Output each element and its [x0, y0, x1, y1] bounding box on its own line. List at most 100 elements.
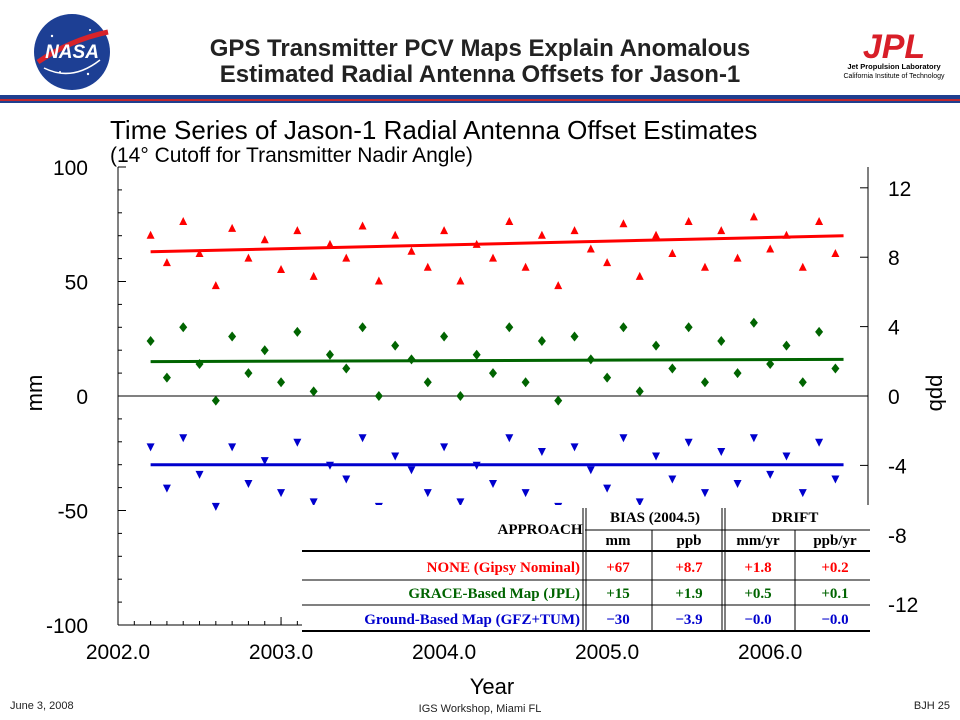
y-tick-label-right: 8	[888, 247, 900, 270]
data-point	[668, 249, 677, 258]
table-cell: +67	[606, 560, 630, 576]
y-tick-label-right: 0	[888, 386, 900, 409]
data-point	[505, 434, 514, 443]
data-point	[391, 340, 400, 351]
data-point	[244, 368, 253, 379]
data-point	[619, 219, 628, 228]
data-point	[277, 377, 286, 388]
y-tick-label-left: 0	[76, 386, 88, 409]
data-point	[815, 216, 824, 225]
slide-title: GPS Transmitter PCV Maps Explain Anomalo…	[150, 36, 810, 88]
data-point	[211, 281, 220, 290]
data-point	[505, 216, 514, 225]
data-point	[358, 221, 367, 230]
table-header-drift: DRIFT	[772, 510, 819, 526]
data-point	[521, 489, 530, 498]
table-cell: +1.8	[744, 560, 771, 576]
trend-line	[150, 234, 844, 254]
data-point	[537, 230, 546, 239]
data-point	[228, 331, 237, 342]
data-point	[537, 447, 546, 456]
y-tick-label-left: -50	[58, 501, 88, 524]
data-point	[260, 457, 269, 466]
data-point	[293, 226, 302, 235]
data-point	[798, 489, 807, 498]
data-point	[717, 226, 726, 235]
table-header-approach: APPROACH	[498, 522, 583, 538]
data-point	[554, 281, 563, 290]
data-point	[391, 452, 400, 461]
data-point	[244, 480, 253, 489]
data-point	[700, 377, 709, 388]
data-point	[554, 395, 563, 406]
y-axis-label-right: ppb	[925, 375, 950, 412]
x-tick-label: 2002.0	[86, 641, 150, 664]
data-point	[684, 322, 693, 333]
data-point	[782, 230, 791, 239]
data-point	[391, 230, 400, 239]
data-point	[831, 363, 840, 374]
data-point	[700, 489, 709, 498]
data-point	[635, 271, 644, 280]
y-tick-label-left: 100	[53, 157, 88, 180]
table-subheader-ppb-yr: ppb/yr	[813, 533, 857, 549]
plot-axes: 2002.0 2003.0 2004.0 2005.0 2006.0 100 50 0 -50 -…	[46, 157, 918, 664]
jpl-logo-sub1: Jet Propulsion Laboratory	[847, 62, 941, 71]
data-point	[146, 443, 155, 452]
data-point	[293, 326, 302, 337]
y-tick-label-right: -8	[888, 525, 907, 548]
data-point	[668, 363, 677, 374]
data-point	[570, 331, 579, 342]
legend-table: APPROACH BIAS (2004.5) DRIFT mm ppb mm/y…	[302, 505, 870, 632]
data-point	[652, 452, 661, 461]
data-point	[325, 239, 334, 248]
data-point	[603, 258, 612, 267]
data-point	[489, 368, 497, 379]
table-cell: +15	[606, 586, 630, 602]
jpl-logo-sub2: California Institute of Technology	[843, 73, 945, 80]
footer-center: IGS Workshop, Miami FL	[418, 703, 542, 715]
data-point	[619, 322, 628, 333]
data-point	[733, 480, 742, 489]
y-tick-label-left: 50	[65, 272, 88, 295]
footer-page-number: BJH 25	[913, 700, 950, 712]
trend-lines	[150, 234, 844, 467]
table-subheader-ppb: ppb	[676, 533, 701, 549]
table-cell: +0.5	[744, 586, 771, 602]
x-tick-label: 2004.0	[412, 641, 476, 664]
data-point	[521, 377, 530, 388]
table-cell: +0.1	[821, 586, 848, 602]
table-header-bias: BIAS (2004.5)	[610, 510, 700, 526]
data-point	[586, 466, 595, 475]
chart-subtitle: (14° Cutoff for Transmitter Nadir Angle)	[110, 144, 473, 167]
data-point	[407, 354, 416, 365]
data-point	[652, 230, 661, 239]
table-row-label: NONE (Gipsy Nominal)	[427, 560, 580, 576]
y-tick-label-right: 12	[888, 178, 911, 201]
data-point	[277, 489, 286, 498]
data-point	[228, 443, 237, 452]
data-point	[195, 358, 204, 369]
slide-title-line1: GPS Transmitter PCV Maps Explain Anomalo…	[209, 35, 751, 62]
data-point	[358, 322, 367, 333]
data-point	[815, 326, 824, 337]
nasa-logo: NASA	[30, 10, 114, 94]
data-point	[456, 391, 465, 401]
data-point	[603, 484, 612, 493]
title-rule	[0, 95, 960, 103]
data-point	[179, 216, 188, 225]
table-row-label: GRACE-Based Map (JPL)	[408, 586, 580, 602]
y-tick-label-right: -12	[888, 594, 918, 617]
data-point	[700, 262, 709, 271]
data-point	[489, 480, 497, 489]
data-point	[472, 239, 481, 248]
data-points	[146, 212, 840, 511]
data-point	[179, 434, 188, 443]
data-point	[342, 475, 351, 484]
y-axis-label-left: mm	[22, 375, 47, 412]
data-point	[505, 322, 514, 333]
data-point	[293, 438, 302, 447]
table-cell: +1.9	[675, 586, 702, 602]
data-point	[782, 340, 791, 351]
table-cell: +8.7	[675, 560, 703, 576]
